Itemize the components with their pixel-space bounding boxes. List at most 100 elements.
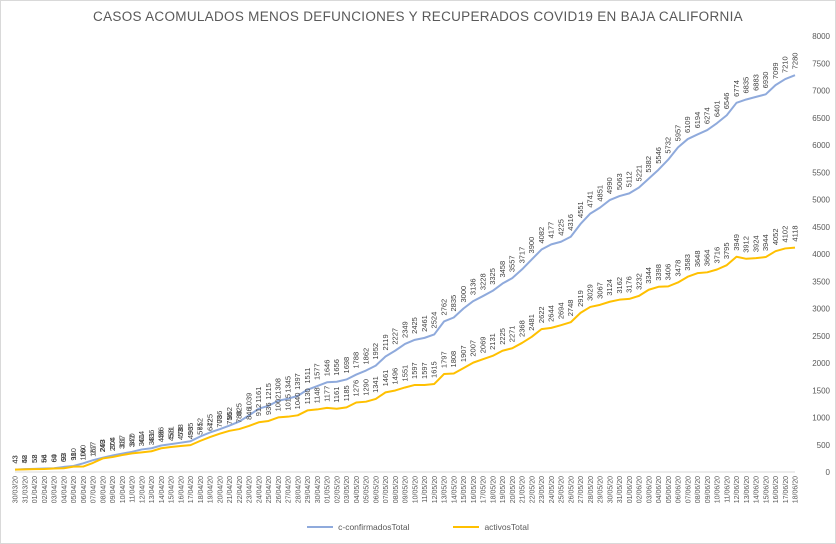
data-label-confirmados: 5221 (635, 165, 644, 182)
data-label-confirmados: 52 (20, 455, 29, 463)
data-label-activos: 3029 (586, 284, 595, 301)
data-label-confirmados: 64 (40, 454, 49, 462)
data-label-activos: 478 (176, 427, 185, 440)
data-label-activos: 703 (215, 415, 224, 428)
data-label-activos: 2694 (557, 302, 566, 319)
data-label-activos: 4118 (791, 225, 800, 241)
data-label-confirmados: 5957 (674, 125, 683, 142)
data-label-confirmados: 217 (89, 442, 98, 455)
data-label-confirmados: 1577 (313, 363, 322, 380)
x-tick-label: 08/06/20 (695, 476, 702, 503)
x-tick-label: 30/05/20 (607, 476, 614, 503)
data-label-activos: 3795 (722, 242, 731, 259)
data-label-activos: 1276 (352, 380, 361, 397)
data-label-confirmados: 1039 (245, 393, 254, 410)
data-label-confirmados: 1656 (332, 359, 341, 376)
data-label-confirmados: 4990 (605, 177, 614, 194)
data-label-activos: 167 (89, 444, 98, 457)
data-label-confirmados: 1646 (323, 360, 332, 377)
data-label-confirmados: 4225 (557, 219, 566, 236)
series-line-confirmados (14, 74, 796, 471)
data-label-confirmados: 7099 (771, 62, 780, 79)
data-label-activos: 3406 (664, 264, 673, 281)
x-tick-label: 15/04/20 (169, 476, 176, 503)
x-tick-label: 05/06/20 (666, 476, 673, 503)
data-label-confirmados: 6774 (732, 80, 741, 97)
x-tick-label: 05/04/20 (71, 476, 78, 503)
data-label-activos: 1177 (323, 386, 332, 402)
data-label-activos: 2481 (527, 314, 536, 331)
data-label-activos: 2225 (498, 328, 507, 345)
data-label-confirmados: 6930 (761, 72, 770, 89)
y-tick-label: 2000 (812, 359, 830, 368)
x-tick-label: 17/05/20 (481, 476, 488, 503)
data-label-confirmados: 6194 (693, 112, 702, 129)
data-label-activos: 3924 (752, 235, 761, 252)
x-tick-label: 20/04/20 (217, 476, 224, 503)
x-tick-label: 05/05/20 (364, 476, 371, 503)
x-tick-label: 10/04/20 (120, 476, 127, 503)
data-label-confirmados: 511 (167, 426, 176, 438)
data-label-activos: 52 (30, 455, 39, 463)
data-label-confirmados: 1952 (371, 343, 380, 360)
y-tick-label: 7000 (812, 87, 830, 96)
data-label-confirmados: 1215 (264, 383, 273, 400)
y-tick-label: 3500 (812, 277, 830, 286)
x-tick-label: 09/06/20 (705, 476, 712, 503)
data-label-confirmados: 3000 (459, 286, 468, 303)
x-tick-label: 01/05/20 (325, 476, 332, 503)
data-label-confirmados: 1698 (342, 357, 351, 374)
data-label-activos: 3648 (693, 250, 702, 267)
data-label-activos: 1148 (313, 387, 322, 403)
data-label-activos: 2368 (518, 320, 527, 337)
x-tick-label: 03/06/20 (646, 476, 653, 503)
x-tick-label: 02/06/20 (637, 476, 644, 503)
data-label-activos: 788 (235, 411, 244, 424)
x-tick-label: 26/04/20 (276, 476, 283, 503)
data-label-activos: 1808 (449, 351, 458, 368)
data-label-activos: 1797 (440, 351, 449, 368)
x-tick-label: 04/04/20 (61, 476, 68, 503)
data-label-activos: 2007 (469, 340, 478, 357)
data-label-confirmados: 3228 (479, 273, 488, 290)
x-tick-label: 14/06/20 (754, 476, 761, 503)
legend-item-confirmados: c-confirmadosTotal (307, 522, 409, 532)
data-label-confirmados: 3458 (498, 261, 507, 278)
x-tick-label: 11/05/20 (422, 476, 429, 503)
data-label-confirmados: 414 (137, 431, 146, 444)
x-tick-label: 12/06/20 (734, 476, 741, 503)
data-label-confirmados: 3136 (469, 278, 478, 295)
x-tick-label: 21/04/20 (227, 476, 234, 503)
data-label-confirmados: 652 (196, 418, 205, 431)
x-tick-label: 29/05/20 (598, 476, 605, 503)
data-label-activos: 846 (245, 407, 254, 420)
data-label-activos: 69 (59, 454, 68, 462)
y-tick-label: 8000 (812, 32, 830, 41)
x-tick-label: 22/04/20 (237, 476, 244, 503)
x-tick-label: 06/06/20 (676, 476, 683, 503)
x-tick-label: 16/06/20 (773, 476, 780, 503)
x-tick-label: 31/03/20 (22, 476, 29, 503)
x-tick-label: 07/06/20 (685, 476, 692, 503)
data-label-activos: 2271 (508, 326, 517, 343)
data-label-confirmados: 6546 (722, 93, 731, 110)
data-label-confirmados: 2119 (381, 334, 390, 350)
x-tick-label: 24/05/20 (549, 476, 556, 503)
data-label-confirmados: 93 (59, 453, 68, 461)
data-label-activos: 3583 (683, 254, 692, 271)
data-label-activos: 1040 (293, 393, 302, 410)
data-label-activos: 756 (225, 412, 234, 425)
y-tick-label: 4000 (812, 250, 830, 259)
data-label-activos: 2919 (576, 290, 585, 307)
data-label-confirmados: 2524 (430, 312, 439, 329)
legend-label-activos: activosTotal (484, 522, 529, 532)
data-label-activos: 1907 (459, 345, 468, 362)
x-tick-label: 24/04/20 (256, 476, 263, 503)
data-label-confirmados: 6109 (683, 116, 692, 133)
x-tick-label: 27/04/20 (286, 476, 293, 503)
x-tick-label: 28/05/20 (588, 476, 595, 503)
data-label-activos: 3176 (625, 276, 634, 293)
legend-item-activos: activosTotal (453, 522, 529, 532)
x-tick-label: 23/04/20 (247, 476, 254, 503)
